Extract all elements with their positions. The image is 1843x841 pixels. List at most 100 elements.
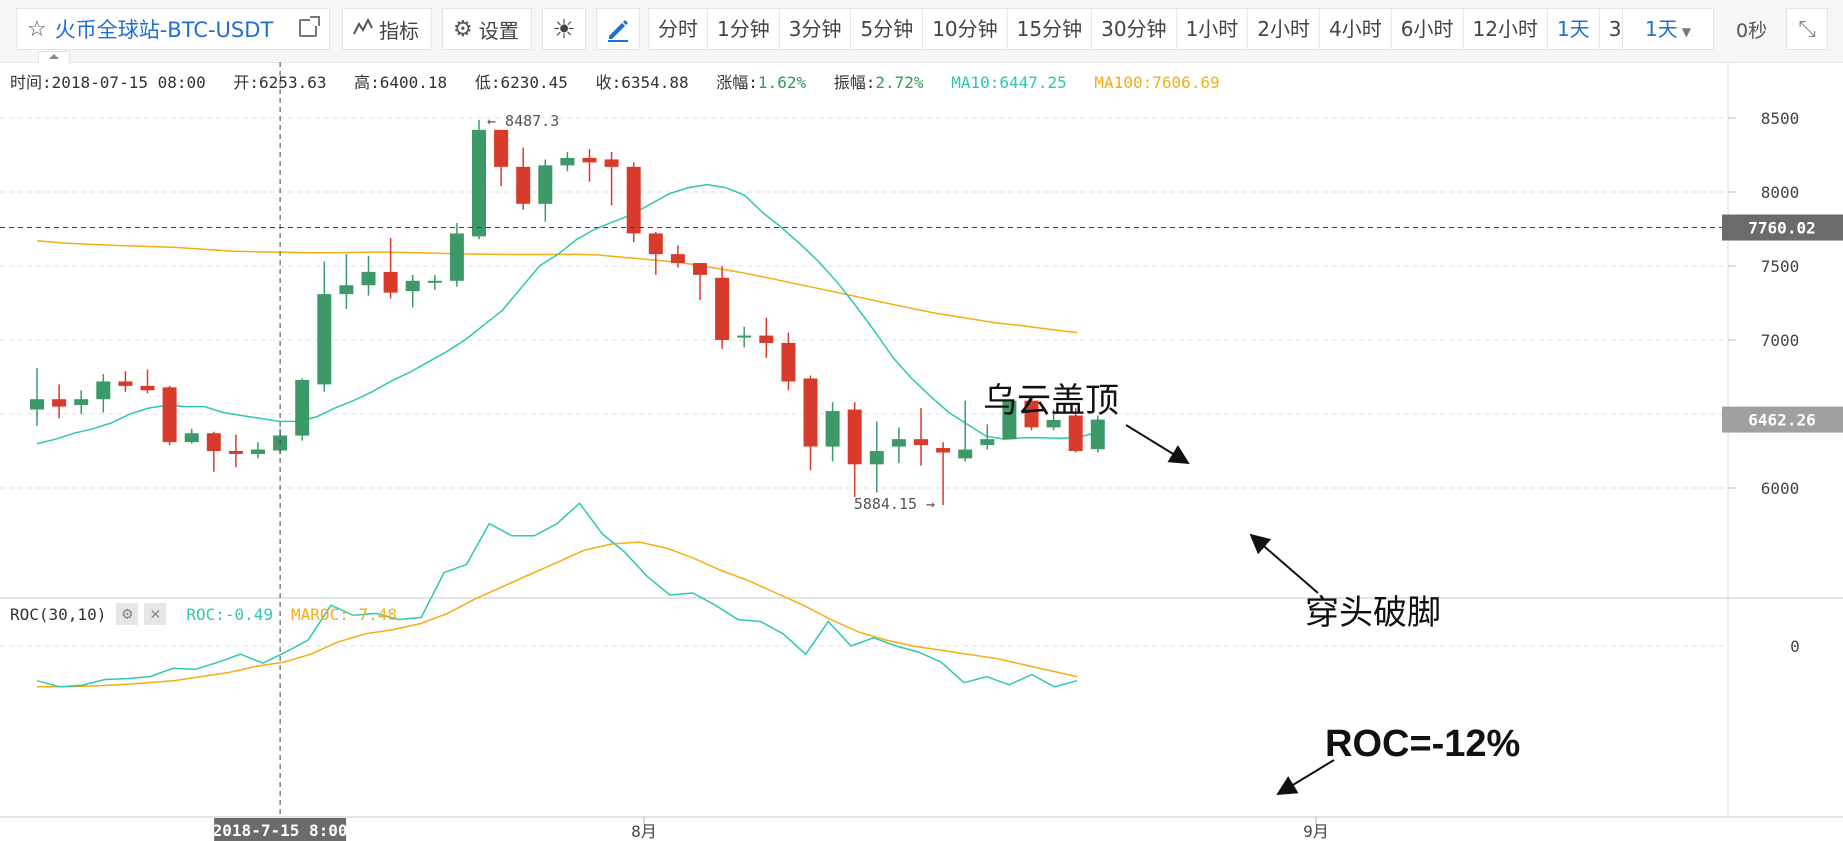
price-tick-label: 8000: [1761, 183, 1800, 202]
period-tab[interactable]: 15分钟: [1008, 9, 1093, 49]
symbol-name[interactable]: 火币全球站-BTC-USDT: [54, 18, 274, 42]
candle: [936, 442, 951, 506]
fullscreen-button[interactable]: ⤡: [1786, 8, 1828, 50]
candle: [1024, 396, 1039, 431]
price-tick-label: 7500: [1761, 257, 1800, 276]
max-price-label: ← 8487.3: [487, 112, 559, 130]
candle-body: [582, 157, 597, 163]
candle-body: [825, 411, 840, 447]
candle-body: [339, 285, 354, 295]
ma10-line: [36, 183, 1098, 445]
candle-body: [781, 342, 796, 382]
info-close: 收:6354.88: [595, 73, 689, 92]
candle: [339, 254, 354, 309]
candle-body: [1002, 400, 1017, 440]
drawing-tool-button[interactable]: [596, 8, 640, 50]
close-icon[interactable]: ✕: [144, 603, 167, 625]
period-tab[interactable]: 分时: [649, 9, 708, 49]
candle: [715, 266, 730, 349]
candle-body: [958, 449, 973, 459]
candle: [604, 152, 619, 206]
candle: [648, 231, 663, 275]
candle: [361, 255, 376, 296]
candle-body: [516, 166, 531, 204]
pencil-icon: [608, 20, 628, 42]
candle-body: [140, 385, 155, 391]
candle: [228, 434, 243, 468]
annotation-engulfing: 穿头破脚: [1305, 593, 1441, 633]
collapse-icon: ⤡: [1798, 16, 1816, 41]
candle-body: [361, 271, 376, 286]
theme-toggle-button[interactable]: ☀: [542, 8, 586, 50]
candle: [1068, 408, 1083, 453]
candle-body: [30, 399, 44, 410]
period-tab[interactable]: 4小时: [1320, 9, 1392, 49]
gear-icon[interactable]: ⚙: [116, 603, 139, 625]
candle: [891, 427, 906, 463]
candle: [383, 237, 398, 299]
period-dropdown-value: 1天: [1645, 17, 1678, 41]
period-tab[interactable]: 1天: [1548, 9, 1600, 49]
price-tick-label: 6000: [1761, 479, 1800, 498]
candle-body: [206, 433, 221, 451]
info-time: 时间:2018-07-15 08:00: [10, 73, 206, 92]
candle: [317, 261, 332, 392]
period-tab[interactable]: 2小时: [1248, 9, 1321, 49]
candle: [693, 263, 707, 301]
candle: [30, 368, 44, 426]
candle: [516, 147, 531, 210]
candle: [405, 274, 420, 308]
collapse-notch[interactable]: [38, 51, 70, 63]
period-tab[interactable]: 5分钟: [851, 9, 924, 49]
candle-body: [405, 280, 420, 292]
candle: [560, 152, 575, 172]
axes: 60006500700075008000850008月9月← 8487.3588…: [487, 109, 1800, 841]
min-price-label: 5884.15 →: [854, 495, 935, 513]
candle-body: [737, 335, 752, 338]
candle: [626, 162, 641, 243]
candle-body: [118, 381, 133, 386]
info-amplitude-label: 振幅:: [833, 73, 876, 92]
candle-body: [251, 449, 265, 454]
candle-body: [604, 159, 619, 167]
candle: [427, 274, 442, 290]
candle: [781, 332, 796, 391]
popout-icon[interactable]: [299, 16, 320, 37]
annotation-arrow-roc: [1276, 759, 1335, 796]
settings-button[interactable]: ⚙ 设置: [442, 8, 532, 50]
indicators-button[interactable]: 指标: [342, 8, 432, 50]
candle: [206, 431, 221, 472]
candles: [30, 119, 1105, 506]
candle-body: [670, 254, 685, 264]
period-dropdown[interactable]: 1天 ▼: [1622, 8, 1714, 50]
candle: [295, 378, 310, 441]
ma10-path: [36, 183, 1098, 445]
period-tab[interactable]: 30分钟: [1092, 9, 1177, 49]
info-open: 开:6253.63: [233, 73, 327, 92]
candle-body: [472, 129, 486, 237]
date-tick-label: 9月: [1303, 822, 1329, 841]
period-tab[interactable]: 1小时: [1177, 9, 1249, 49]
crosshair: 7760.02 2018-7-15 8:00 6462.26: [0, 62, 1843, 841]
symbol-selector[interactable]: ☆ 火币全球站-BTC-USDT: [16, 8, 330, 50]
candle-body: [1046, 419, 1061, 428]
info-ma100: MA100:7606.69: [1094, 73, 1220, 92]
period-tab[interactable]: 3分钟: [780, 9, 852, 49]
candle: [847, 402, 862, 497]
candle-body: [1068, 415, 1083, 451]
candle: [449, 223, 464, 287]
period-tab[interactable]: 6小时: [1392, 9, 1464, 49]
roc-legend: ROC(30,10) ⚙ ✕ ROC:-0.49 MAROC:-7.48: [10, 603, 397, 625]
chart-toolbar: ☆ 火币全球站-BTC-USDT 指标 ⚙ 设置 ☀ 分时 1分钟 3分钟 5分钟 10…: [0, 0, 1843, 63]
candle-body: [96, 381, 111, 400]
period-tab[interactable]: 10分钟: [923, 9, 1008, 49]
annotation-roc: ROC=-12%: [1325, 723, 1520, 765]
period-tab[interactable]: 12小时: [1464, 9, 1548, 49]
countdown-label: 0秒: [1736, 20, 1768, 42]
candle: [914, 408, 928, 466]
period-tab[interactable]: 1分钟: [708, 9, 780, 49]
period-tabs: 分时 1分钟 3分钟 5分钟 10分钟 15分钟 30分钟 1小时 2小时 4小时 6小时 12小时 1…: [648, 8, 1653, 50]
candle: [980, 424, 995, 450]
star-icon[interactable]: ☆: [27, 16, 47, 41]
